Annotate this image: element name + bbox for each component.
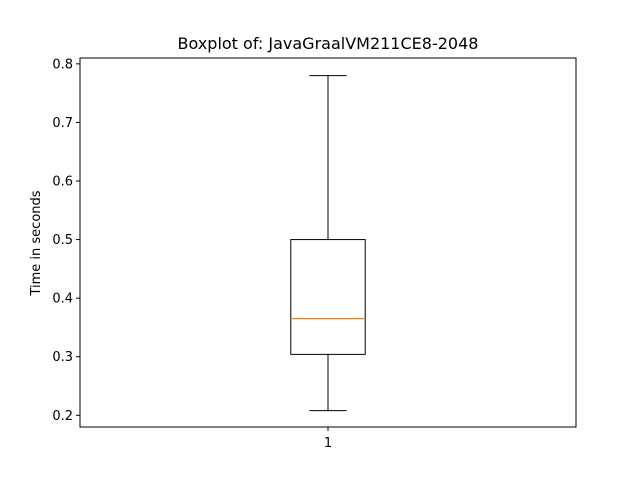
x-tick-label: 1: [324, 436, 332, 451]
y-tick-label: 0.8: [52, 57, 73, 72]
y-tick-label: 0.5: [52, 233, 73, 248]
y-tick-label: 0.2: [52, 409, 73, 424]
plot-frame: [79, 57, 577, 428]
y-tick-label: 0.3: [52, 350, 73, 365]
y-tick-label: 0.4: [52, 292, 73, 307]
y-tick-label: 0.6: [52, 175, 73, 190]
y-axis-label: Time in seconds: [29, 190, 44, 296]
chart-title: Boxplot of: JavaGraalVM211CE8-2048: [178, 34, 479, 53]
box-iqr: [290, 239, 366, 355]
y-tick-label: 0.7: [52, 116, 73, 131]
